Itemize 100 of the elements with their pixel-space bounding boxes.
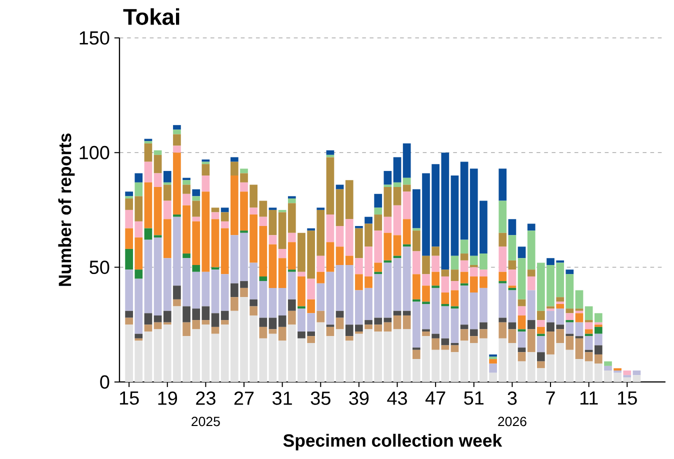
bar [518, 352, 526, 362]
text: 2026 [498, 416, 526, 426]
bar [288, 198, 296, 204]
bar [508, 286, 516, 288]
x-tick-label: 3 [508, 392, 517, 406]
bar [250, 306, 258, 316]
bar [202, 272, 210, 306]
bar [326, 336, 334, 382]
bar [288, 203, 296, 233]
bar [450, 352, 459, 382]
bar [498, 232, 507, 247]
bar [173, 286, 181, 300]
bar [125, 310, 133, 318]
bar [259, 216, 268, 226]
bar [374, 262, 382, 272]
bar [278, 288, 286, 316]
bar [412, 230, 420, 252]
bar [240, 288, 248, 298]
bar [537, 336, 545, 352]
bar [508, 270, 516, 286]
bar [144, 332, 152, 382]
bar [441, 270, 450, 277]
x-tick-label: 7 [546, 392, 555, 405]
bar [527, 224, 536, 231]
bar [278, 340, 286, 382]
bar [527, 329, 536, 352]
bar [470, 329, 478, 336]
bar [422, 332, 430, 336]
bar [422, 256, 430, 274]
bar [518, 348, 526, 352]
bar [173, 130, 181, 134]
bar [125, 249, 133, 270]
bar [364, 216, 372, 224]
bar [412, 251, 420, 274]
bar [134, 182, 143, 196]
bar [450, 270, 459, 282]
bar [268, 210, 277, 236]
bar [288, 196, 296, 199]
bar [268, 288, 277, 318]
bar [402, 310, 411, 316]
bar [402, 192, 411, 220]
bar [316, 256, 325, 272]
bar [125, 196, 133, 199]
bar [575, 290, 584, 309]
bar [163, 219, 172, 258]
bar [163, 310, 172, 322]
bar [336, 189, 344, 226]
bar [498, 246, 507, 272]
bar [527, 276, 536, 290]
bar [268, 329, 277, 334]
x-tick-label: 39 [349, 392, 369, 406]
bar [460, 254, 468, 261]
bar [154, 155, 162, 174]
bar [259, 318, 268, 328]
bar [268, 208, 277, 210]
bar [575, 322, 584, 336]
bar [144, 162, 152, 183]
bar [556, 304, 564, 309]
y-axis-title: Number of reports [58, 134, 75, 286]
bar [632, 370, 641, 376]
bar [393, 235, 402, 256]
bar [336, 226, 344, 247]
bar [202, 324, 210, 382]
bar [594, 324, 602, 328]
bar [632, 375, 641, 382]
x-axis-title: Specimen collection week [283, 434, 502, 450]
bar [623, 375, 632, 378]
bar [393, 187, 402, 206]
bar [345, 180, 354, 220]
bar [614, 368, 622, 371]
bar [316, 208, 325, 210]
bar [202, 192, 210, 272]
bar [192, 265, 200, 272]
x-tick-label: 15 [120, 392, 139, 405]
bar [326, 272, 334, 325]
bar [384, 318, 392, 322]
bar [192, 189, 200, 196]
x-tick-label: 51 [464, 392, 484, 405]
bar [154, 173, 162, 188]
bar [278, 327, 286, 341]
bar [518, 306, 526, 316]
bar [173, 134, 181, 146]
bar [192, 216, 200, 222]
bar [498, 283, 507, 318]
bar [307, 278, 315, 300]
bar [604, 366, 612, 371]
bar [220, 208, 229, 212]
bar [508, 322, 516, 330]
bar [211, 334, 220, 382]
bar [154, 187, 162, 236]
bar [336, 318, 344, 330]
bar [527, 320, 536, 330]
bar [604, 361, 612, 366]
bar [134, 270, 143, 279]
bar [316, 272, 325, 284]
bar [268, 318, 277, 330]
bar [278, 258, 286, 288]
bar [623, 370, 632, 376]
bar [326, 214, 334, 242]
bar [211, 313, 220, 328]
